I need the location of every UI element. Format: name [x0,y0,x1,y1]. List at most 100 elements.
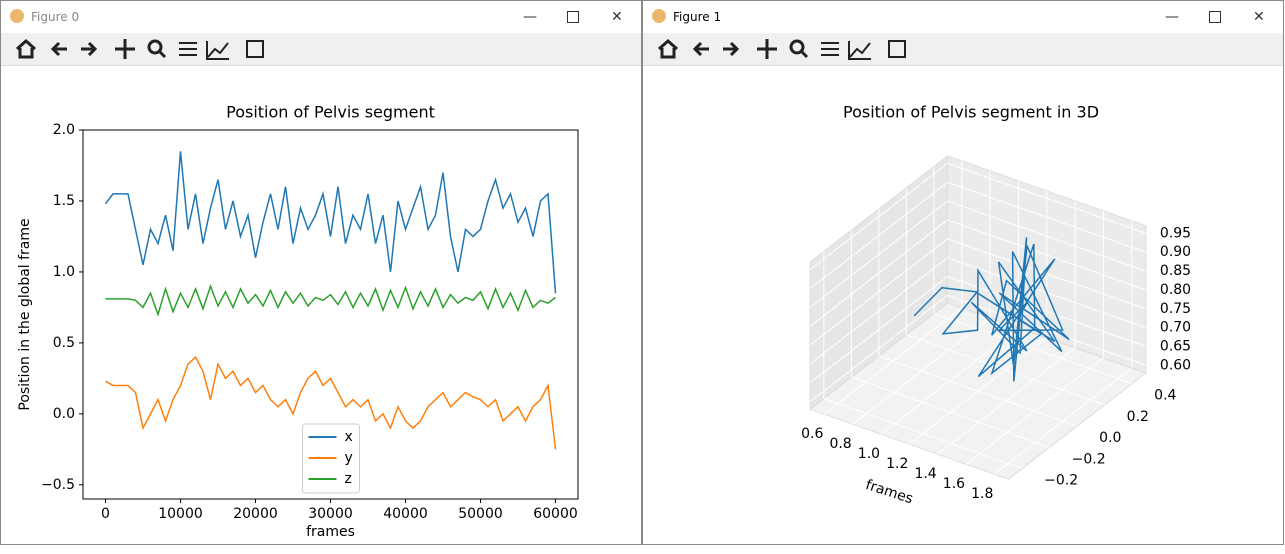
y-tick-label: 1.0 [53,264,75,280]
x-axis-label: frames [306,524,355,540]
x-tick-label: 40000 [383,506,428,522]
y-axis-label: Position in the global frame [17,218,33,410]
edit-button[interactable] [848,41,871,60]
grid-line [906,334,1105,406]
grid-line [878,355,1078,427]
z-tick-label: 0.75 [1160,301,1191,317]
x-axis-label: frames [864,477,915,507]
maximize[interactable] [567,11,579,23]
app-icon [10,9,24,23]
x-tick-label: 1.8 [971,486,993,502]
legend-label: y [345,450,353,466]
y-tick-label: 2.0 [53,122,75,138]
z-tick-label: 0.95 [1160,225,1191,241]
close[interactable]: ✕ [1253,9,1265,25]
grid-line [809,238,948,346]
y-tick-label: −0.5 [41,477,75,493]
x-tick-label: 1.0 [858,446,880,462]
legend-label: x [345,429,353,445]
edit-button[interactable] [206,41,229,60]
data-line [105,355,557,450]
x-tick-label: 0.8 [829,436,851,452]
grid-line [947,219,1147,291]
grid-line [947,238,1147,310]
home-button[interactable] [658,38,678,59]
minimize[interactable]: — [523,9,537,25]
chart-title: Position of Pelvis segment [226,103,435,122]
forward-button[interactable] [81,41,98,57]
y-tick-label: −0.2 [1072,451,1106,467]
z-tick-label: 0.85 [1160,263,1191,279]
data-line [104,151,557,294]
zoom-button[interactable] [147,39,163,55]
data-line [913,237,1070,382]
chart: 0.6 0.8 1.0 1.2 1.4 1.6 1.8 −0.2 −0.2 0.0 0.2 0.4 0.… [801,103,1191,508]
zoom-button[interactable] [789,39,805,55]
z-tick-label: 0.70 [1160,320,1191,336]
chart: Position of Pelvis segment frames Position… [17,103,579,540]
y-tick-label: 0.5 [53,335,75,351]
y-tick-label: −0.2 [1044,473,1078,489]
close[interactable]: ✕ [611,9,623,25]
grid-line [809,219,948,327]
x-tick-label: 30000 [308,506,353,522]
window: Figure 0 — ✕ Position of Pelvis segment fr… [0,0,642,545]
grid-line [809,257,948,365]
toolbar [643,33,1283,66]
configure-button[interactable] [821,42,839,56]
grid-line [809,162,948,271]
x-tick-label: 1.4 [914,466,936,482]
grid-line [947,162,1147,234]
grid-line [947,200,1147,272]
y-tick-label: 1.5 [53,193,75,209]
window-title: Figure 0 [31,10,80,24]
plot-frame [82,129,579,500]
grid-line [809,200,948,308]
app-icon [652,9,666,23]
grid-line [809,294,948,403]
x-tick-label: 60000 [533,506,578,522]
window: Figure 1 — ✕ 0.6 0.8 1.0 1.2 1.4 1.6 1.8 −0.2 −0.… [642,0,1284,545]
y-tick-label: 0.4 [1154,388,1176,404]
forward-button[interactable] [723,41,740,57]
back-button[interactable] [692,41,709,57]
pan-button[interactable] [757,39,777,59]
x-tick-label: 10000 [158,506,203,522]
x-tick-label: 0.6 [801,426,823,442]
save-button[interactable] [888,40,906,58]
z-tick-label: 0.80 [1160,282,1191,298]
x-tick-label: 50000 [458,506,503,522]
title-bar: Figure 0 — ✕ [1,1,641,33]
grid-line [823,398,1023,470]
window-title: Figure 1 [673,10,722,24]
x-tick-label: 1.2 [886,456,908,472]
grid-line [809,181,948,289]
chart-title: Position of Pelvis segment in 3D [843,103,1099,122]
z-tick-label: 0.60 [1160,357,1191,373]
legend-label: z [345,471,352,487]
title-bar: Figure 1 — ✕ [643,1,1283,33]
pan-button[interactable] [115,39,135,59]
toolbar [1,33,641,66]
x-tick-label: 0 [101,506,110,522]
configure-button[interactable] [179,42,197,56]
maximize[interactable] [1209,11,1221,23]
grid-line [851,376,1050,448]
grid-line [933,313,1133,385]
x-tick-label: 20000 [233,506,278,522]
z-tick-label: 0.90 [1160,244,1191,260]
grid-line [809,276,948,384]
grid-line [947,276,1147,347]
y-tick-label: 0.0 [53,406,75,422]
home-button[interactable] [16,38,36,59]
y-tick-label: 0.0 [1099,430,1121,446]
grid-line [947,181,1147,253]
x-tick-label: 1.6 [943,476,965,492]
data-line [105,283,556,317]
back-button[interactable] [50,41,67,57]
z-tick-label: 0.65 [1160,339,1191,355]
minimize[interactable]: — [1165,9,1179,25]
y-tick-label: 0.2 [1127,409,1149,425]
save-button[interactable] [246,40,264,58]
